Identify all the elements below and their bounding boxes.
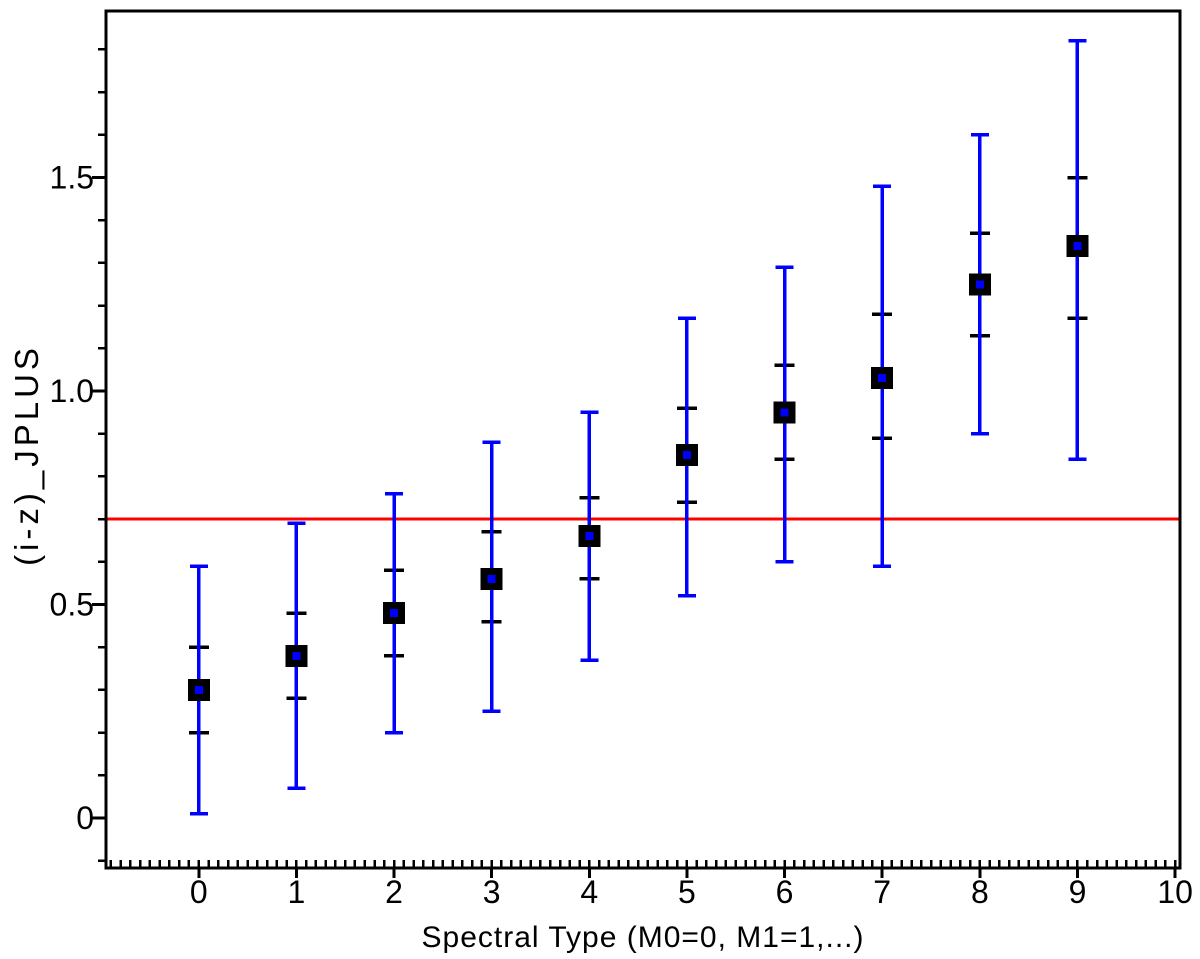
- marker-center-dot: [682, 451, 691, 460]
- data-point-8: [968, 133, 991, 436]
- marker-center-dot: [194, 685, 203, 694]
- x-tick-label: 3: [483, 874, 501, 910]
- y-tick-labels: 0 0.5 1.0 1.5: [50, 160, 94, 837]
- x-tick-label: 8: [971, 874, 989, 910]
- data-point-4: [578, 410, 601, 662]
- plot-border: [104, 9, 1182, 870]
- marker-center-dot: [878, 374, 887, 383]
- data-point-1: [285, 521, 308, 790]
- data-point-9: [1066, 39, 1089, 462]
- data-point-2: [383, 491, 406, 735]
- x-axis-title: Spectral Type (M0=0, M1=1,...): [421, 921, 865, 954]
- x-tick-label: 9: [1069, 874, 1087, 910]
- marker-center-dot: [390, 609, 399, 618]
- x-tick-label: 6: [776, 874, 794, 910]
- y-axis-title: (i-z)_JPLUS: [8, 344, 45, 566]
- data-point-3: [480, 440, 503, 714]
- marker-center-dot: [585, 532, 594, 541]
- marker-center-dot: [292, 651, 301, 660]
- y-tick-label: 0: [76, 800, 94, 836]
- y-tick-label: 1.0: [50, 373, 94, 409]
- x-tick-label: 7: [873, 874, 891, 910]
- x-tick-labels: 0 1 2 3 4 5 6 7 8 9 10: [190, 874, 1193, 910]
- axis-ticks: [92, 48, 1177, 878]
- marker-center-dot: [487, 574, 496, 583]
- x-tick-label: 5: [678, 874, 696, 910]
- marker-center-dot: [780, 408, 789, 417]
- marker-center-dot: [975, 280, 984, 289]
- y-tick-label: 1.5: [50, 160, 94, 196]
- data-point-7: [871, 184, 894, 568]
- marker-center-dot: [1073, 241, 1082, 250]
- data-point-5: [675, 316, 698, 598]
- data-point-0: [187, 564, 210, 816]
- x-tick-label: 0: [190, 874, 208, 910]
- x-tick-label: 2: [385, 874, 403, 910]
- x-tick-label: 1: [287, 874, 305, 910]
- x-tick-label: 10: [1157, 874, 1193, 910]
- y-tick-label: 0.5: [50, 587, 94, 623]
- x-tick-label: 4: [580, 874, 598, 910]
- data-point-6: [773, 265, 796, 564]
